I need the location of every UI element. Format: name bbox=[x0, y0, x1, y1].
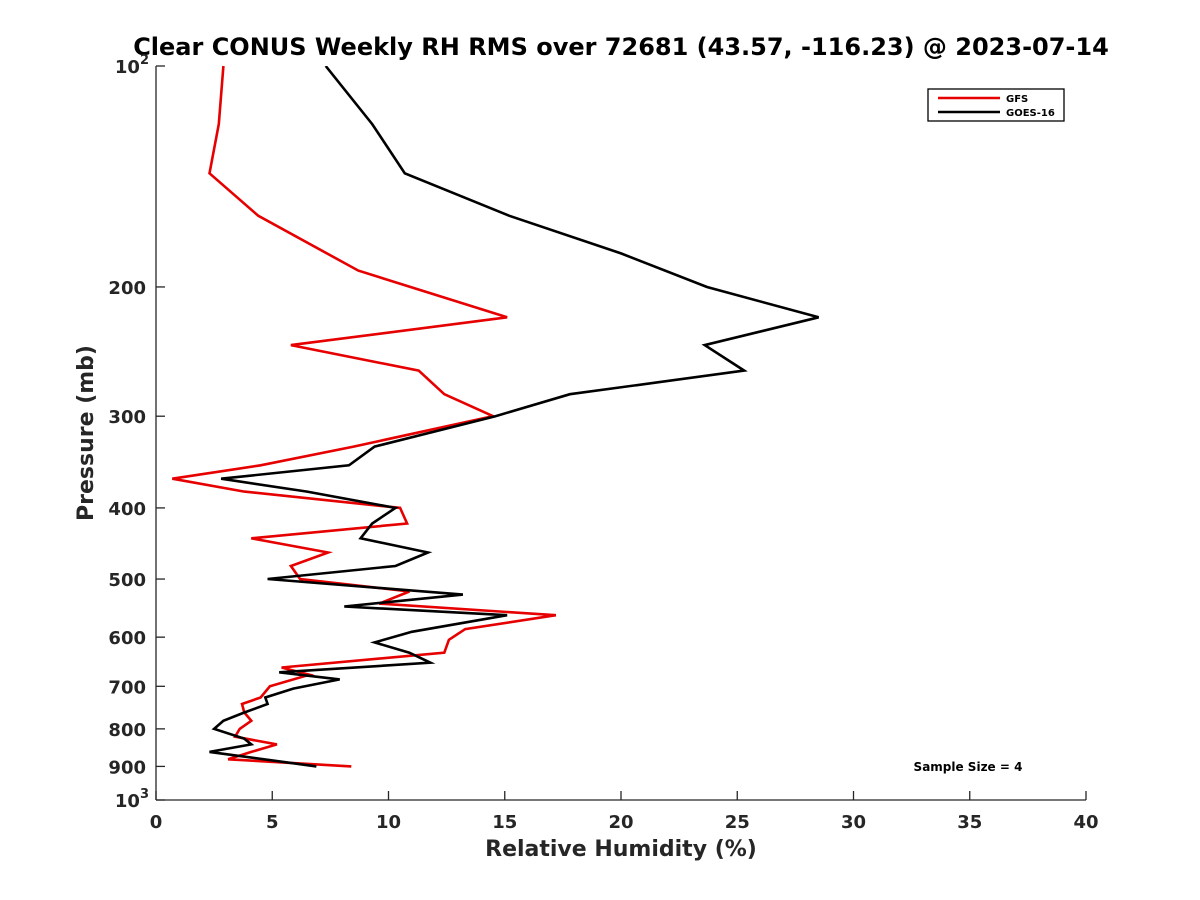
y-tick-label: 500 bbox=[108, 570, 146, 591]
y-tick-label: 800 bbox=[108, 720, 146, 741]
y-tick-label: 300 bbox=[108, 407, 146, 428]
sample-size-annotation: Sample Size = 4 bbox=[914, 760, 1023, 774]
x-tick-label: 10 bbox=[376, 812, 401, 833]
x-tick-label: 15 bbox=[492, 812, 517, 833]
x-tick-label: 5 bbox=[266, 812, 279, 833]
x-tick-label: 35 bbox=[957, 812, 982, 833]
x-tick-label: 20 bbox=[608, 812, 633, 833]
x-tick-label: 0 bbox=[150, 812, 163, 833]
x-axis-label: Relative Humidity (%) bbox=[485, 837, 757, 862]
x-tick-label: 40 bbox=[1073, 812, 1098, 833]
plot-area: 0 5 10 15 20 25 30 35 40 102 200 300 400 500 600 700 800… bbox=[108, 53, 1098, 833]
y-tick-label: 900 bbox=[108, 757, 146, 778]
y-tick-label: 700 bbox=[108, 677, 146, 698]
legend-label: GOES-16 bbox=[1006, 108, 1055, 119]
y-tick-label: 102 bbox=[115, 53, 149, 78]
chart-title: Clear CONUS Weekly RH RMS over 72681 (43… bbox=[133, 33, 1109, 61]
y-axis-label: Pressure (mb) bbox=[74, 345, 99, 521]
x-tick-label: 30 bbox=[841, 812, 866, 833]
series-line-goes-16 bbox=[209, 66, 819, 768]
series-line-gfs bbox=[172, 66, 557, 768]
y-tick-label: 103 bbox=[115, 787, 149, 812]
y-tick-label: 400 bbox=[108, 499, 146, 520]
legend-label: GFS bbox=[1006, 94, 1028, 105]
y-tick-label: 200 bbox=[108, 278, 146, 299]
x-tick-label: 25 bbox=[725, 812, 750, 833]
y-tick-label: 600 bbox=[108, 628, 146, 649]
legend: GFS GOES-16 bbox=[927, 88, 1065, 122]
legend-box bbox=[927, 88, 1065, 122]
